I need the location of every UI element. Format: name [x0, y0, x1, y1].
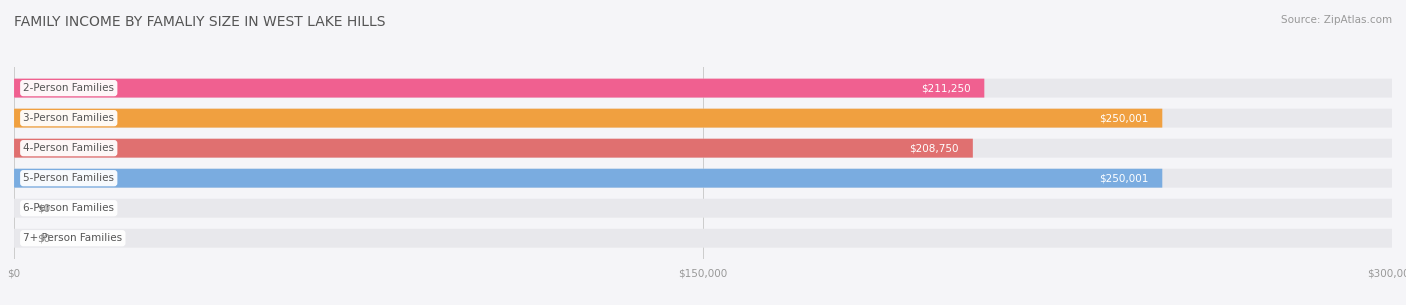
Text: $208,750: $208,750: [910, 143, 959, 153]
FancyBboxPatch shape: [14, 169, 1392, 188]
FancyBboxPatch shape: [14, 139, 973, 158]
Text: 2-Person Families: 2-Person Families: [24, 83, 114, 93]
Text: 3-Person Families: 3-Person Families: [24, 113, 114, 123]
Text: $250,001: $250,001: [1099, 173, 1149, 183]
FancyBboxPatch shape: [14, 109, 1163, 127]
Text: 6-Person Families: 6-Person Families: [24, 203, 114, 213]
Text: 5-Person Families: 5-Person Families: [24, 173, 114, 183]
FancyBboxPatch shape: [14, 169, 1163, 188]
FancyBboxPatch shape: [14, 229, 1392, 248]
FancyBboxPatch shape: [14, 109, 1392, 127]
Text: $211,250: $211,250: [921, 83, 970, 93]
FancyBboxPatch shape: [14, 79, 984, 98]
FancyBboxPatch shape: [14, 139, 1392, 158]
FancyBboxPatch shape: [14, 79, 1392, 98]
FancyBboxPatch shape: [14, 199, 1392, 218]
Text: $0: $0: [37, 203, 51, 213]
Text: Source: ZipAtlas.com: Source: ZipAtlas.com: [1281, 15, 1392, 25]
Text: FAMILY INCOME BY FAMALIY SIZE IN WEST LAKE HILLS: FAMILY INCOME BY FAMALIY SIZE IN WEST LA…: [14, 15, 385, 29]
Text: 7+ Person Families: 7+ Person Families: [24, 233, 122, 243]
Text: 4-Person Families: 4-Person Families: [24, 143, 114, 153]
Text: $250,001: $250,001: [1099, 113, 1149, 123]
Text: $0: $0: [37, 233, 51, 243]
